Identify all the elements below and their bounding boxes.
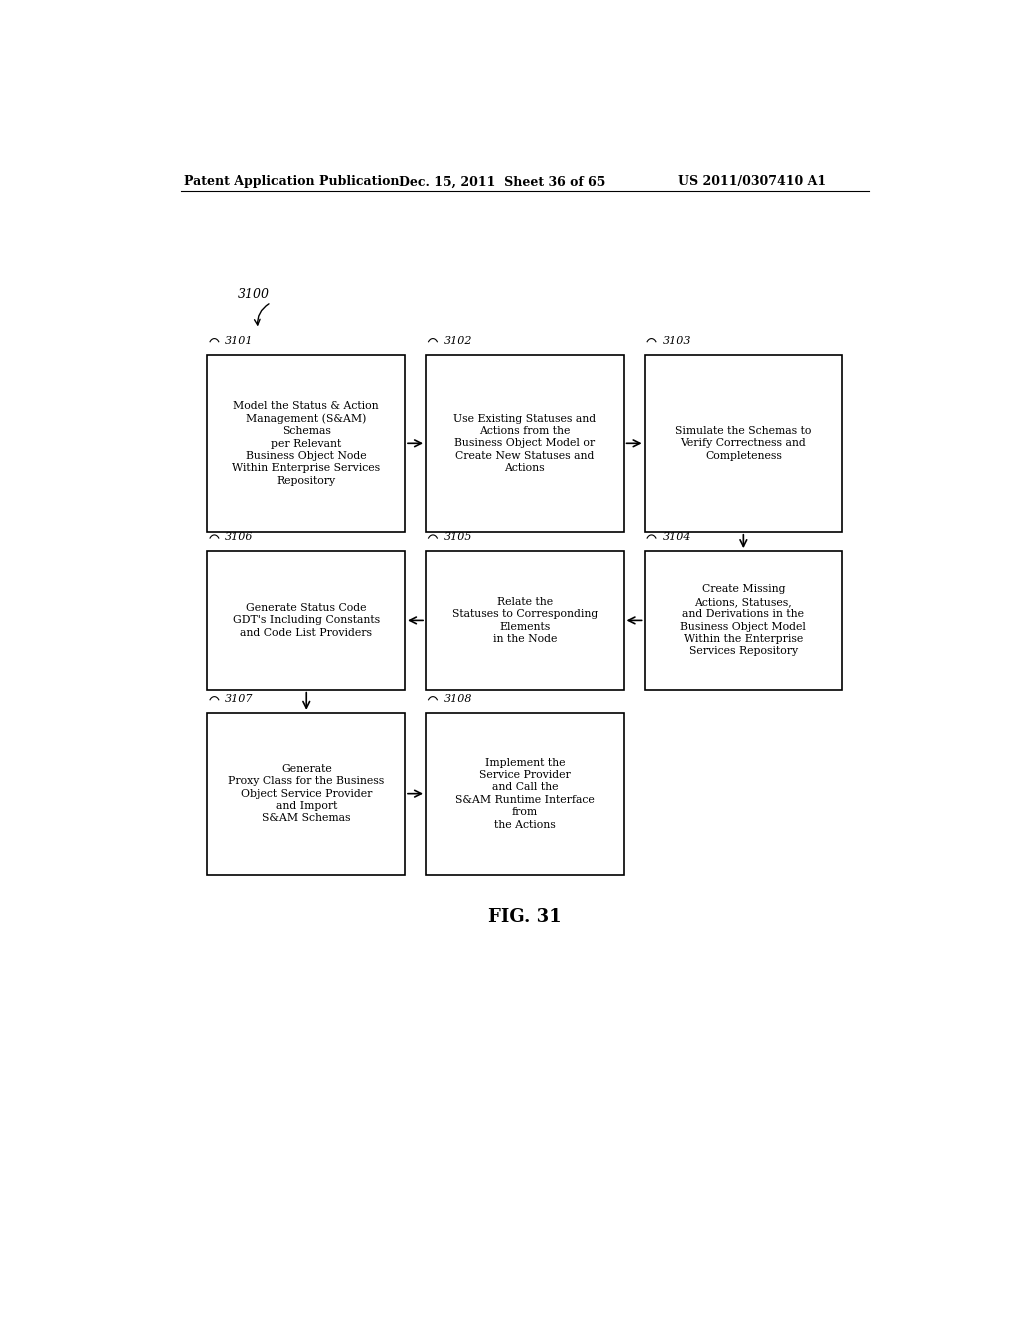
Text: Create Missing
Actions, Statuses,
and Derivations in the
Business Object Model
W: Create Missing Actions, Statuses, and De… xyxy=(680,585,806,656)
Text: Relate the
Statuses to Corresponding
Elements
in the Node: Relate the Statuses to Corresponding Ele… xyxy=(452,597,598,644)
Text: 3105: 3105 xyxy=(443,532,472,543)
Bar xyxy=(208,713,406,875)
Text: 3100: 3100 xyxy=(238,288,270,301)
Bar xyxy=(644,355,842,532)
Text: US 2011/0307410 A1: US 2011/0307410 A1 xyxy=(678,176,826,189)
Text: Implement the
Service Provider
and Call the
S&AM Runtime Interface
from
the Acti: Implement the Service Provider and Call … xyxy=(455,758,595,830)
Bar xyxy=(426,552,624,689)
Text: Generate Status Code
GDT's Including Constants
and Code List Providers: Generate Status Code GDT's Including Con… xyxy=(232,603,380,638)
Text: Generate
Proxy Class for the Business
Object Service Provider
and Import
S&AM Sc: Generate Proxy Class for the Business Ob… xyxy=(228,764,384,824)
Text: Patent Application Publication: Patent Application Publication xyxy=(183,176,399,189)
Text: 3108: 3108 xyxy=(443,693,472,704)
Bar xyxy=(208,355,406,532)
Text: 3103: 3103 xyxy=(663,335,691,346)
Text: 3101: 3101 xyxy=(225,335,254,346)
Text: Use Existing Statuses and
Actions from the
Business Object Model or
Create New S: Use Existing Statuses and Actions from t… xyxy=(454,413,596,473)
Bar xyxy=(208,552,406,689)
Text: Simulate the Schemas to
Verify Correctness and
Completeness: Simulate the Schemas to Verify Correctne… xyxy=(675,426,812,461)
Bar xyxy=(426,713,624,875)
Text: Model the Status & Action
Management (S&AM)
Schemas
per Relevant
Business Object: Model the Status & Action Management (S&… xyxy=(232,401,380,486)
Text: 3106: 3106 xyxy=(225,532,254,543)
Text: FIG. 31: FIG. 31 xyxy=(488,908,561,925)
Bar xyxy=(644,552,842,689)
Text: 3102: 3102 xyxy=(443,335,472,346)
Text: Dec. 15, 2011  Sheet 36 of 65: Dec. 15, 2011 Sheet 36 of 65 xyxy=(399,176,605,189)
Text: 3107: 3107 xyxy=(225,693,254,704)
Text: 3104: 3104 xyxy=(663,532,691,543)
Bar xyxy=(426,355,624,532)
